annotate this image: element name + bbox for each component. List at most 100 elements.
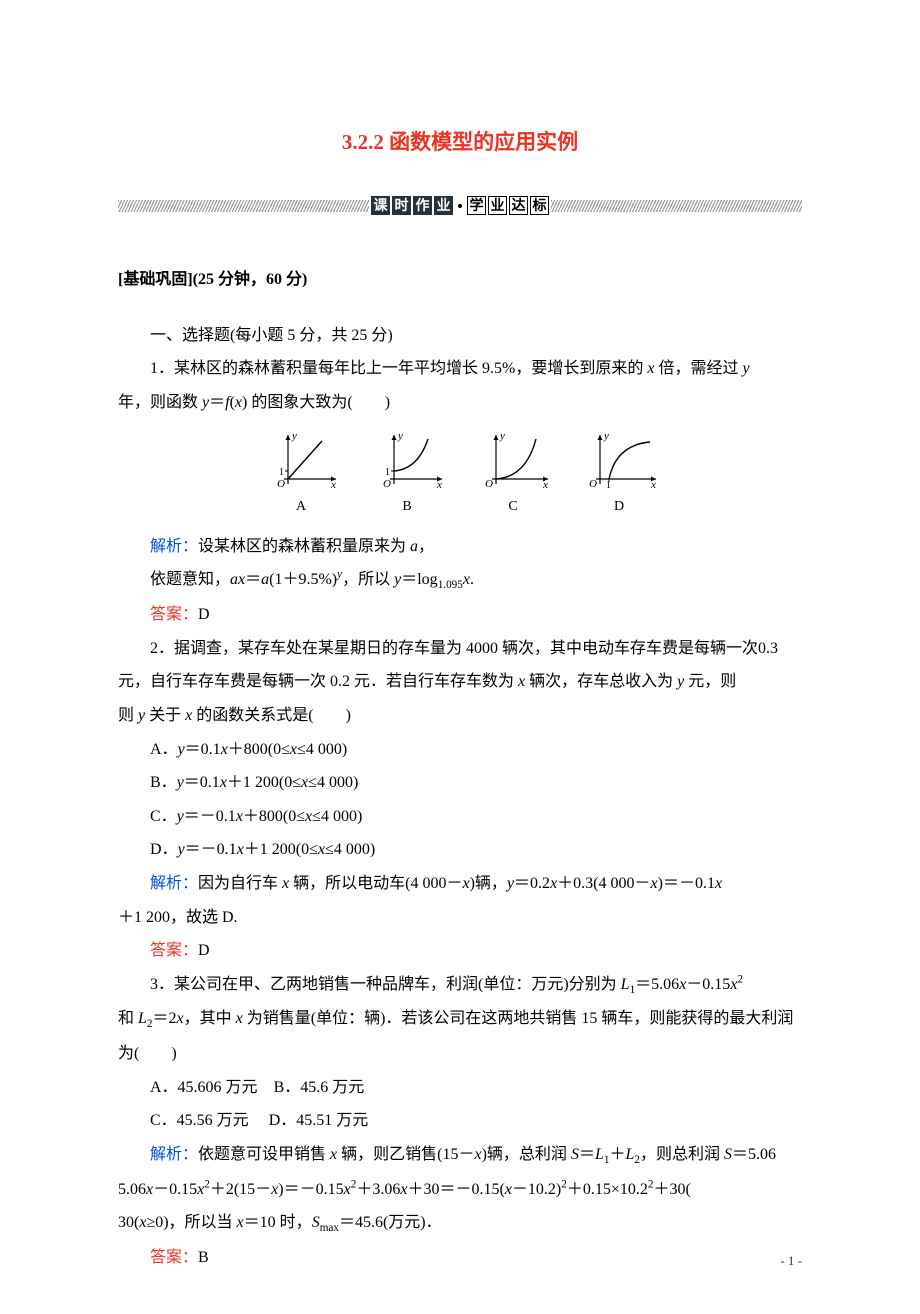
text: ≤4 000)	[308, 774, 358, 791]
text: ＋800(0≤	[243, 808, 305, 825]
text: (1＋9.5%)	[269, 571, 337, 588]
svg-text:y: y	[499, 430, 505, 442]
text: 辆，则乙销售(15－	[337, 1146, 474, 1163]
text: ＋2(15－	[210, 1181, 271, 1198]
q3-opts-ab: A．45.606 万元 B．45.6 万元	[118, 1071, 802, 1105]
var: x	[463, 571, 470, 588]
var: x	[318, 841, 325, 858]
q2-opt-b: B．y＝0.1x＋1 200(0≤x≤4 000)	[118, 766, 802, 800]
intro-line: 一、选择题(每小题 5 分，共 25 分)	[118, 319, 802, 353]
text: ＋0.3(4 000－	[557, 875, 650, 892]
var: S	[724, 1146, 732, 1163]
text: 则	[118, 707, 138, 724]
var: S	[312, 1214, 320, 1231]
text: 3．某公司在甲、乙两地销售一种品牌车，利润(单位：万元)分别为	[150, 976, 621, 993]
text: ＝	[579, 1146, 595, 1163]
opt-pre: A．	[150, 741, 178, 758]
q2-opt-c: C．y＝－0.1x＋800(0≤x≤4 000)	[118, 800, 802, 834]
analysis-label: 解析：	[150, 538, 198, 555]
q1-analysis2: 依题意知，ax＝a(1＋9.5%)y，所以 y＝log1.095x.	[118, 563, 802, 598]
var: L	[621, 976, 630, 993]
banner-char: 时	[392, 196, 411, 215]
var: x	[177, 1010, 184, 1027]
text: 关于	[145, 707, 185, 724]
var: L	[595, 1146, 604, 1163]
q3-prompt2: 和 L2＝2x，其中 x 为销售量(单位：辆)．若该公司在这两地共销售 15 辆…	[118, 1002, 802, 1070]
text: 倍，需经过	[654, 360, 742, 377]
text: ＝－0.1	[185, 841, 237, 858]
banner: 课 时 作 业 学 业 达 标	[118, 196, 802, 215]
option-c: y x O C	[472, 429, 554, 521]
text: ＋3.06	[356, 1181, 400, 1198]
text: 因为自行车	[198, 875, 282, 892]
text: ＝	[245, 571, 261, 588]
hatch-left	[118, 200, 369, 212]
text: ＋0.15×10.2	[567, 1181, 648, 1198]
graph-c-svg: y x O	[472, 429, 554, 489]
text: 年，则函数	[118, 394, 202, 411]
text: ≥0)，所以当	[146, 1214, 236, 1231]
svg-text:y: y	[397, 430, 403, 442]
text: ＝5.06	[635, 976, 679, 993]
text: ＋30＝－0.15(	[407, 1181, 504, 1198]
text: 和	[118, 1010, 138, 1027]
text: ＋1 200(0≤	[227, 774, 301, 791]
text: －0.15	[686, 976, 730, 993]
q2-analysis: 解析：因为自行车 x 辆，所以电动车(4 000－x)辆，y＝0.2x＋0.3(…	[118, 867, 802, 901]
var: y	[178, 741, 185, 758]
svg-text:1: 1	[279, 467, 284, 478]
svg-text:x: x	[436, 479, 442, 489]
svg-text:x: x	[330, 479, 336, 489]
var: x	[344, 1181, 351, 1198]
var-y: y	[742, 360, 749, 377]
var: x	[221, 741, 228, 758]
answer-val: B	[198, 1249, 209, 1266]
opt-a: A．45.606 万元	[150, 1079, 258, 1096]
banner-char: 业	[488, 196, 507, 215]
var: x	[462, 875, 469, 892]
text: ≤4 000)	[297, 741, 347, 758]
q3-answer: 答案：B	[118, 1241, 802, 1275]
var: S	[571, 1146, 579, 1163]
graph-options: y x O 1 A y x O 1 B y	[118, 429, 802, 521]
text: )＝－0.15	[278, 1181, 343, 1198]
page-title: 3.2.2 函数模型的应用实例	[118, 120, 802, 164]
text: ＋30(	[653, 1181, 690, 1198]
sub: max	[320, 1222, 339, 1234]
text: ，其中	[184, 1010, 236, 1027]
text: ＝5.06	[732, 1146, 776, 1163]
var: ax	[230, 571, 245, 588]
text: 1．某林区的森林蓄积量每年比上一年平均增长 9.5%，要增长到原来的	[150, 360, 647, 377]
text: .	[470, 571, 474, 588]
opt-pre: D．	[150, 841, 178, 858]
text: 依题意知，	[150, 571, 230, 588]
answer-label: 答案：	[150, 606, 198, 623]
hatch-right	[551, 200, 802, 212]
var: x	[237, 841, 244, 858]
text: 的函数关系式是( )	[192, 707, 351, 724]
svg-text:1: 1	[385, 467, 390, 478]
text: ＋	[609, 1146, 625, 1163]
text: ＝	[209, 394, 225, 411]
text: ，所以	[342, 571, 394, 588]
var: a	[261, 571, 269, 588]
banner-char: 业	[434, 196, 453, 215]
var: y	[177, 774, 184, 791]
text: －10.2)	[512, 1181, 561, 1198]
graph-label: A	[296, 492, 306, 521]
answer-label: 答案：	[150, 1249, 198, 1266]
answer-label: 答案：	[150, 942, 198, 959]
banner-char: 课	[371, 196, 390, 215]
var: y	[178, 841, 185, 858]
var: x	[505, 1181, 512, 1198]
graph-label: B	[402, 492, 411, 521]
q3-analysis2: 5.06x－0.15x2＋2(15－x)＝－0.15x2＋3.06x＋30＝－0…	[118, 1173, 802, 1207]
q1-analysis1: 解析：设某林区的森林蓄积量原来为 a，	[118, 530, 802, 564]
graph-a-svg: y x O 1	[260, 429, 342, 489]
q1-prompt2: 年，则函数 y＝f(x) 的图象大致为( )	[118, 386, 802, 420]
text: )辆，总利润	[482, 1146, 571, 1163]
svg-text:O: O	[383, 478, 391, 489]
option-a: y x O 1 A	[260, 429, 342, 521]
option-d: y x O 1 D	[578, 429, 660, 521]
svg-text:y: y	[291, 430, 297, 442]
